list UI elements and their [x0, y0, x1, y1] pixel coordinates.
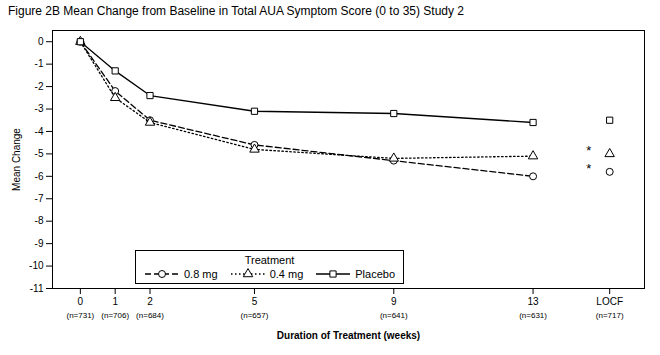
svg-text:-5: -5: [35, 148, 44, 159]
svg-text:-6: -6: [35, 171, 44, 182]
html-text:Figure 2B Mean Change from Bas: Figure 2B Mean Change from Baseline in T…: [8, 4, 464, 18]
svg-text:-3: -3: [35, 103, 44, 114]
svg-text:-10: -10: [29, 260, 44, 271]
svg-text:Mean Change: Mean Change: [11, 128, 22, 191]
svg-text:9: 9: [391, 296, 397, 307]
html-text:0.4 mg: 0.4 mg: [269, 268, 304, 280]
svg-text:-8: -8: [35, 215, 44, 226]
svg-text:5: 5: [252, 296, 258, 307]
svg-text:(n=657): (n=657): [241, 311, 269, 320]
svg-text:-9: -9: [35, 238, 44, 249]
svg-text:*: *: [586, 143, 591, 158]
svg-text:LOCF: LOCF: [596, 296, 623, 307]
svg-text:(n=731): (n=731): [66, 311, 94, 320]
svg-text:-4: -4: [35, 126, 44, 137]
svg-text:(n=631): (n=631): [519, 311, 547, 320]
svg-text:0: 0: [78, 296, 84, 307]
html-text:Placebo: Placebo: [355, 268, 395, 280]
svg-text:-2: -2: [35, 81, 44, 92]
svg-text:-1: -1: [35, 58, 44, 69]
svg-text:-7: -7: [35, 193, 44, 204]
svg-text:2: 2: [147, 296, 153, 307]
svg-text:0: 0: [38, 36, 44, 47]
html-text:Treatment: Treatment: [244, 254, 295, 266]
svg-text:(n=706): (n=706): [101, 311, 129, 320]
svg-text:(n=717): (n=717): [596, 311, 624, 320]
svg-text:13: 13: [528, 296, 540, 307]
svg-text:(n=684): (n=684): [136, 311, 164, 320]
svg-text:Duration of Treatment (weeks): Duration of Treatment (weeks): [277, 330, 420, 341]
svg-text:-11: -11: [30, 283, 44, 294]
svg-text:(n=641): (n=641): [380, 311, 408, 320]
svg-text:1: 1: [112, 296, 118, 307]
html-text:0.8 mg: 0.8 mg: [184, 268, 218, 280]
svg-text:*: *: [586, 161, 591, 176]
